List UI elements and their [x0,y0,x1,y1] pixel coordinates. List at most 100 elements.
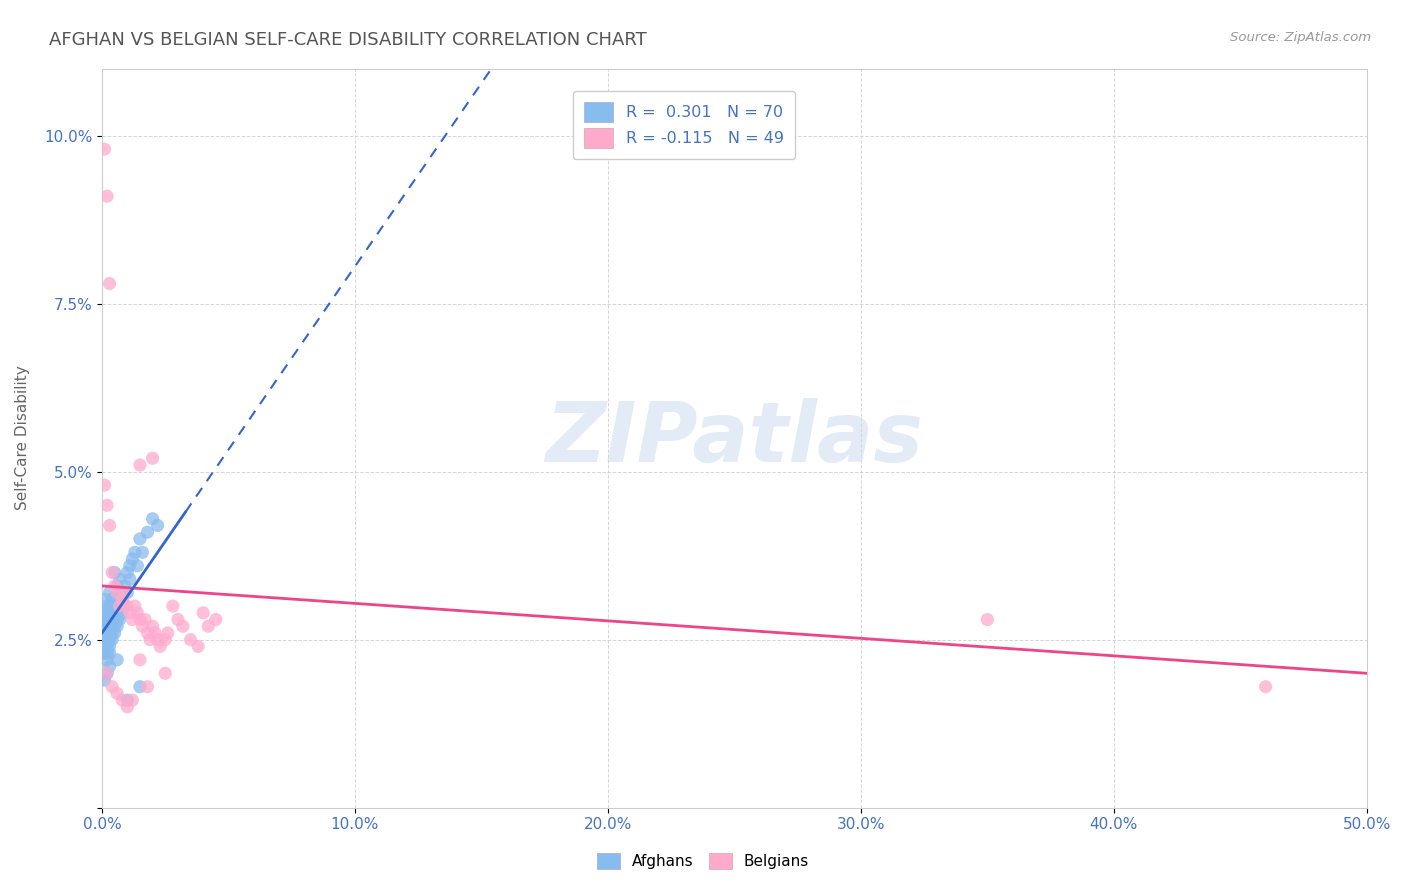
Point [101,632,124,647]
Point [142,512,165,526]
Point [101,592,124,607]
Point [976,613,998,627]
Point [121,693,143,707]
Point [111,592,134,607]
Point [127,558,149,573]
Point [108,599,131,613]
Y-axis label: Self-Care Disability: Self-Care Disability [15,366,30,510]
Legend: Afghans, Belgians: Afghans, Belgians [591,847,815,875]
Point [129,613,152,627]
Point [93,613,115,627]
Point [149,640,172,654]
Point [127,606,149,620]
Point [129,680,152,694]
Point [139,632,162,647]
Point [187,640,209,654]
Point [143,626,166,640]
Point [121,613,143,627]
Point [98,659,121,673]
Point [118,572,141,586]
Point [129,653,152,667]
Point [105,579,128,593]
Point [104,613,127,627]
Point [96,613,118,627]
Point [114,599,136,613]
Point [98,277,121,291]
Point [98,626,121,640]
Legend: R =  0.301   N = 70, R = -0.115   N = 49: R = 0.301 N = 70, R = -0.115 N = 49 [572,91,794,159]
Point [96,498,118,512]
Point [124,599,146,613]
Point [105,606,128,620]
Point [131,545,153,559]
Point [172,619,194,633]
Point [96,189,118,203]
Point [101,566,124,580]
Point [111,606,134,620]
Point [105,619,128,633]
Point [104,606,127,620]
Point [96,632,118,647]
Point [105,653,128,667]
Point [117,599,139,613]
Point [142,451,165,466]
Point [93,606,115,620]
Point [91,626,114,640]
Point [108,572,131,586]
Point [93,142,115,156]
Point [101,626,124,640]
Point [101,613,124,627]
Point [93,646,115,660]
Point [104,626,127,640]
Point [93,632,115,647]
Point [1254,680,1277,694]
Point [114,585,136,599]
Point [117,699,139,714]
Point [180,632,202,647]
Point [96,646,118,660]
Point [101,619,124,633]
Point [114,579,136,593]
Point [96,626,118,640]
Point [93,592,115,607]
Point [96,606,118,620]
Point [104,599,127,613]
Point [117,693,139,707]
Point [155,632,177,647]
Point [204,613,226,627]
Point [136,626,159,640]
Point [121,552,143,566]
Text: Source: ZipAtlas.com: Source: ZipAtlas.com [1230,31,1371,45]
Point [96,640,118,654]
Point [108,599,131,613]
Point [98,518,121,533]
Point [98,599,121,613]
Point [118,606,141,620]
Point [146,632,169,647]
Point [98,619,121,633]
Point [105,592,128,607]
Point [105,686,128,700]
Point [98,613,121,627]
Point [101,606,124,620]
Point [108,613,131,627]
Point [96,666,118,681]
Point [96,666,118,681]
Point [96,619,118,633]
Point [117,585,139,599]
Point [142,619,165,633]
Point [93,478,115,492]
Point [108,585,131,599]
Point [111,592,134,607]
Point [98,585,121,599]
Point [197,619,219,633]
Text: ZIPatlas: ZIPatlas [546,398,924,479]
Point [124,545,146,559]
Point [105,613,128,627]
Point [193,606,215,620]
Point [101,599,124,613]
Point [96,653,118,667]
Point [104,579,127,593]
Point [117,566,139,580]
Point [98,632,121,647]
